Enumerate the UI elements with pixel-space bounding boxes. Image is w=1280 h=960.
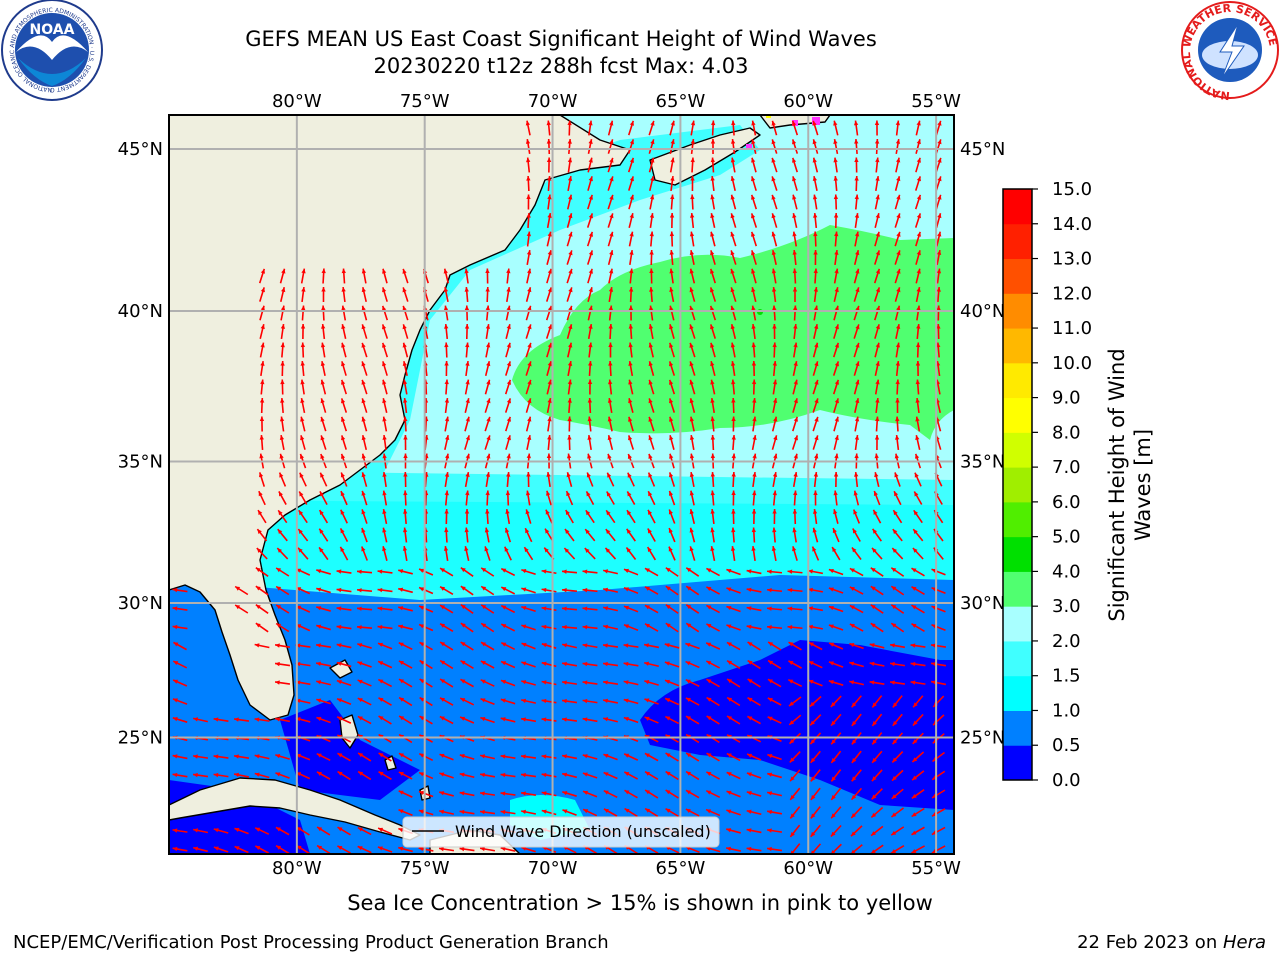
map-title: GEFS MEAN US East Coast Significant Heig… [245,27,877,51]
colorbar-bin [1003,745,1032,781]
map-tick-labels: 80°W 80°W 75°W 75°W 70°W 70°W 65°W 65°W 60°W 60°W… [118,91,1006,879]
lon-tick-label-top: 80°W [272,91,322,112]
lat-tick-label-left: 35°N [118,451,163,472]
lon-tick-label-top: 55°W [911,91,961,112]
lat-tick-label-left: 30°N [118,593,163,614]
lat-tick-label-left: 40°N [118,301,163,322]
lat-tick-label-right: 45°N [960,139,1005,160]
colorbar-tick-label: 0.0 [1052,770,1081,791]
colorbar-bin [1003,328,1032,364]
colorbar-tick-label: 4.0 [1052,561,1081,582]
lat-tick-label-right: 30°N [960,593,1005,614]
map-frame [168,114,955,855]
colorbar-tick-label: 0.5 [1052,735,1081,756]
lon-tick-label-top: 60°W [783,91,833,112]
legend-label: Wind Wave Direction (unscaled) [455,822,711,841]
colorbar-bin [1003,640,1032,677]
colorbar-tick-label: 3.0 [1052,596,1081,617]
colorbar-bin [1003,189,1032,225]
colorbar-tick-label: 15.0 [1052,179,1092,200]
lon-tick-label-bottom: 60°W [783,858,833,879]
footer-branch: NCEP/EMC/Verification Post Processing Pr… [13,932,609,953]
colorbar-tick-label: 6.0 [1052,492,1081,513]
lon-tick-label-bottom: 70°W [528,858,578,879]
colorbar-tick-label: 2.0 [1052,631,1081,652]
colorbar-bin [1003,606,1032,642]
colorbar-bin [1003,571,1032,607]
lat-tick-label-right: 35°N [960,451,1005,472]
colorbar-bin [1003,397,1032,433]
noaa-logo: NATIONAL OCEANIC AND ATMOSPHERIC ADMINIS… [0,0,103,101]
lat-tick-label-right: 25°N [960,728,1005,749]
sea-ice-caption: Sea Ice Concentration > 15% is shown in … [347,891,933,915]
colorbar-tick-label: 13.0 [1052,249,1092,270]
colorbar-bin [1003,258,1032,294]
colorbar-tick-label: 12.0 [1052,283,1092,304]
colorbar-label-line2: Waves [m] [1131,429,1155,541]
lon-tick-label-top: 75°W [400,91,450,112]
colorbar-tick-label: 9.0 [1052,388,1081,409]
colorbar-bin [1003,536,1032,572]
footer-host: Hera [1222,932,1266,953]
colorbar: 0.0 0.5 1.0 1.5 2.0 3.0 4.0 5.0 6.0 7.0 8.0 9.0 10.0… [1002,179,1092,791]
colorbar-label-line1: Significant Height of Wind [1105,348,1129,621]
footer-date-text: 22 Feb 2023 on [1077,932,1223,953]
colorbar-bin [1003,293,1032,329]
colorbar-tick-label: 5.0 [1052,527,1081,548]
colorbar-bin [1003,362,1032,399]
colorbar-bin [1003,501,1032,538]
colorbar-frame [1002,188,1033,781]
sea-ice [746,115,820,150]
nws-logo: NATIONAL WEATHER SERVICE [1180,1,1280,102]
noaa-logo-text: NOAA [30,22,75,38]
lon-tick-label-top: 65°W [656,91,706,112]
colorbar-bin [1003,432,1032,468]
colorbar-tick-label: 8.0 [1052,422,1081,443]
colorbar-bin [1003,467,1032,503]
lat-tick-label-left: 45°N [118,139,163,160]
colorbar-tick-label: 1.5 [1052,666,1081,687]
map-subtitle: 20230220 t12z 288h fcst Max: 4.03 [373,54,749,78]
footer-date: 22 Feb 2023 on Hera [1077,932,1266,953]
colorbar-tick-label: 10.0 [1052,353,1092,374]
map-legend: Wind Wave Direction (unscaled) [402,816,720,848]
lon-tick-label-top: 70°W [528,91,578,112]
lat-tick-label-right: 40°N [960,301,1005,322]
colorbar-tick-label: 14.0 [1052,214,1092,235]
lon-tick-label-bottom: 65°W [656,858,706,879]
colorbar-bin [1003,710,1032,746]
colorbar-bin [1003,223,1032,260]
colorbar-tick-label: 11.0 [1052,318,1092,339]
lon-tick-label-bottom: 55°W [911,858,961,879]
colorbar-tick-label: 1.0 [1052,700,1081,721]
lat-tick-label-left: 25°N [118,728,163,749]
lon-tick-label-bottom: 80°W [272,858,322,879]
lon-tick-label-bottom: 75°W [400,858,450,879]
colorbar-bin [1003,675,1032,711]
colorbar-tick-label: 7.0 [1052,457,1081,478]
map-gridlines [169,115,954,854]
